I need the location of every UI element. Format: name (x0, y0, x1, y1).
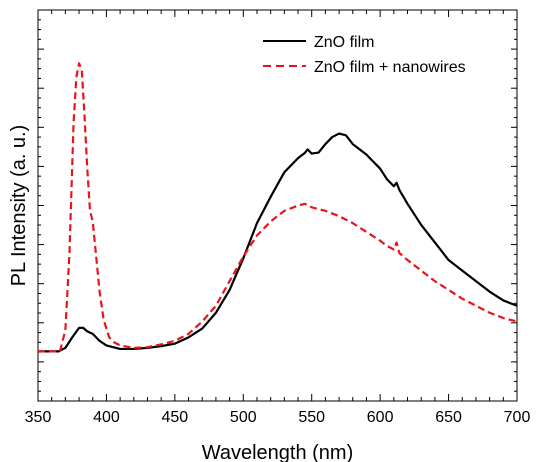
series-line-zno-film (38, 132, 518, 353)
series-line-zno-film-nanowires (38, 62, 518, 353)
series-layer (38, 62, 518, 353)
x-tick-label: 700 (504, 409, 531, 426)
legend-label-zno-film: ZnO film (314, 34, 374, 51)
plot-area (37, 9, 518, 402)
y-axis-title: PL Intensity (a. u.) (8, 125, 30, 287)
legend: ZnO film ZnO film + nanowires (263, 34, 466, 76)
x-axis-ticks (37, 10, 518, 401)
x-tick-label: 600 (367, 409, 394, 426)
x-axis-title: Wavelength (nm) (202, 442, 354, 462)
x-tick-label: 650 (435, 409, 462, 426)
x-tick-label: 550 (298, 409, 325, 426)
legend-label-zno-film-nanowires: ZnO film + nanowires (314, 59, 466, 76)
x-axis-tick-labels: 350 400 450 500 550 600 650 700 (25, 409, 531, 426)
x-tick-label: 350 (25, 409, 52, 426)
x-tick-label: 400 (93, 409, 120, 426)
x-tick-label: 450 (162, 409, 189, 426)
plot-frame (37, 9, 518, 402)
x-tick-label: 500 (230, 409, 257, 426)
